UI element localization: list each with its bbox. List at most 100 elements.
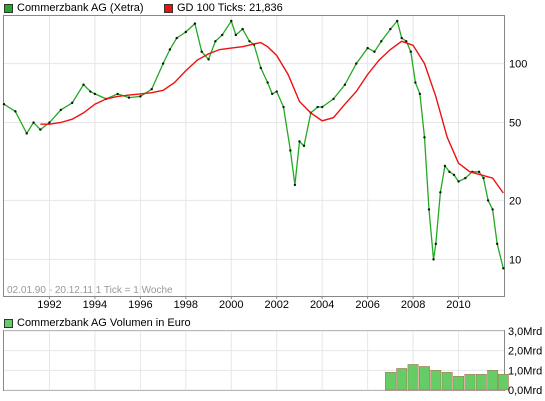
volume-legend-swatch	[4, 318, 13, 328]
price-point	[220, 33, 224, 37]
volume-bar	[487, 370, 499, 391]
price-point	[298, 140, 301, 143]
price-point	[405, 40, 408, 43]
volume-bar	[464, 374, 476, 391]
price-point	[139, 95, 142, 98]
x-tick-label: 1998	[174, 299, 198, 311]
price-point	[161, 62, 165, 65]
price-point	[150, 87, 153, 91]
price-point	[495, 242, 499, 246]
price-point	[434, 242, 438, 246]
price-point	[389, 27, 392, 31]
x-tick-label: 1994	[83, 299, 107, 311]
price-point	[89, 90, 92, 93]
volume-legend-item: Commerzbank AG Volumen in Euro	[4, 316, 191, 330]
price-point	[373, 50, 376, 53]
moving-average-line	[40, 40, 504, 194]
price-point	[275, 90, 278, 93]
price-point	[380, 40, 383, 43]
price-point	[366, 46, 369, 50]
price-point	[486, 199, 490, 202]
price-point	[248, 40, 251, 43]
price-point	[320, 105, 324, 109]
price-point	[214, 40, 217, 43]
ma-legend-label: GD 100 Ticks: 21,836	[177, 2, 283, 14]
price-point	[293, 183, 297, 187]
price-point	[477, 170, 481, 174]
x-tick-label: 2010	[446, 299, 470, 311]
volume-bar	[453, 376, 464, 391]
price-point	[448, 170, 451, 174]
price-point	[423, 136, 426, 139]
price-point	[432, 258, 435, 261]
price-point	[207, 58, 210, 61]
price-point	[343, 83, 347, 86]
price-point	[452, 173, 456, 177]
price-point	[193, 22, 197, 25]
volume-bar	[419, 366, 430, 391]
x-tick-label: 2002	[264, 299, 288, 311]
x-tick-label: 2004	[310, 299, 334, 311]
price-point	[418, 92, 422, 96]
price-point	[457, 180, 460, 183]
price-y-tick-label: 10	[509, 254, 521, 266]
price-point	[482, 176, 485, 180]
price-point	[400, 36, 403, 40]
price-point	[464, 176, 467, 180]
price-point	[184, 30, 188, 34]
price-point	[127, 96, 131, 99]
volume-y-tick-label: 1,0Mrd	[508, 365, 542, 377]
volume-bar	[497, 374, 509, 391]
x-tick-label: 1992	[37, 299, 61, 311]
price-point	[82, 83, 85, 86]
price-plot-frame	[3, 15, 505, 297]
price-point	[168, 48, 172, 51]
price-point	[414, 81, 417, 84]
x-tick-label: 2000	[219, 299, 243, 311]
price-point	[395, 19, 399, 23]
price-point	[14, 110, 17, 113]
price-series-line	[3, 19, 504, 269]
price-point	[316, 105, 319, 109]
timeframe-note: 02.01.90 - 20.12.11 1 Tick = 1 Woche	[7, 285, 173, 296]
price-y-tick-label: 50	[509, 118, 521, 130]
volume-bar	[385, 372, 396, 391]
x-tick-label: 2006	[355, 299, 379, 311]
price-point	[175, 36, 178, 40]
price-point	[439, 191, 442, 194]
volume-y-tick-label: 0,0Mrd	[508, 385, 542, 397]
price-point	[427, 208, 431, 211]
ma-legend-swatch	[164, 3, 173, 13]
price-legend-swatch-1	[4, 3, 13, 13]
price-point	[241, 27, 244, 31]
price-point	[282, 105, 285, 109]
price-point	[32, 121, 35, 124]
price-point	[491, 208, 494, 211]
price-legend-item-1: Commerzbank AG (Xetra)	[4, 1, 144, 15]
price-legend-label-1: Commerzbank AG (Xetra)	[17, 2, 144, 14]
volume-bar	[441, 372, 453, 391]
price-point	[200, 50, 203, 53]
volume-bar	[475, 374, 487, 391]
volume-y-tick-label: 3,0Mrd	[508, 326, 542, 338]
price-y-tick-label: 100	[509, 59, 527, 71]
price-point	[289, 149, 292, 152]
x-tick-label: 2008	[401, 299, 425, 311]
price-point	[234, 33, 238, 37]
price-point	[48, 121, 51, 124]
price-point	[355, 62, 358, 65]
price-point	[443, 164, 447, 168]
price-point	[70, 101, 74, 105]
price-point	[259, 66, 263, 70]
price-point	[93, 92, 97, 96]
price-point	[270, 92, 274, 96]
price-point	[230, 19, 233, 23]
ma-legend-item: GD 100 Ticks: 21,836	[164, 1, 283, 15]
price-point	[502, 267, 505, 270]
price-point	[409, 50, 413, 53]
price-point	[39, 128, 42, 131]
x-tick-label: 1996	[128, 299, 152, 311]
price-point	[25, 132, 28, 135]
price-point	[302, 144, 306, 148]
